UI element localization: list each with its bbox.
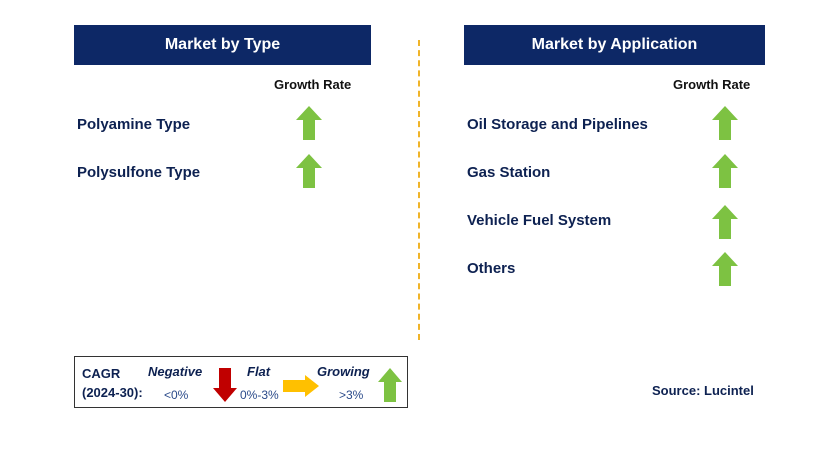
up-arrow-icon [296, 106, 322, 140]
market-by-application-header: Market by Application [464, 25, 765, 65]
up-arrow-icon [712, 205, 738, 239]
application-item-others: Others [467, 260, 516, 277]
application-item-gas-station: Gas Station [467, 164, 551, 181]
legend-growing-range: >3% [339, 388, 364, 402]
legend-flat-label: Flat [247, 364, 271, 379]
down-arrow-icon [213, 368, 237, 402]
type-item-polysulfone: Polysulfone Type [77, 164, 201, 181]
up-arrow-icon [712, 252, 738, 286]
legend-growing-label: Growing [317, 364, 370, 379]
up-arrow-icon [378, 368, 402, 402]
type-item-polyamine: Polyamine Type [77, 116, 191, 133]
legend-negative-label: Negative [148, 364, 203, 379]
market-by-type-header: Market by Type [74, 25, 371, 65]
source-label: Source: Lucintel [652, 383, 754, 398]
application-item-oil-storage: Oil Storage and Pipelines [467, 116, 648, 133]
application-growth-rate-label: Growth Rate [673, 77, 751, 92]
type-growth-rate-label: Growth Rate [274, 77, 352, 92]
legend-period-label: (2024-30): [82, 385, 143, 400]
up-arrow-icon [296, 154, 322, 188]
up-arrow-icon [712, 154, 738, 188]
legend-cagr-label: CAGR [82, 366, 121, 381]
legend-negative-range: <0% [164, 388, 189, 402]
cagr-legend: CAGR (2024-30): Negative <0% Flat 0%-3% … [74, 356, 408, 408]
panel-divider [418, 40, 420, 340]
up-arrow-icon [712, 106, 738, 140]
right-arrow-icon [283, 375, 319, 397]
legend-flat-range: 0%-3% [240, 388, 279, 402]
application-item-vehicle-fuel: Vehicle Fuel System [467, 212, 612, 229]
